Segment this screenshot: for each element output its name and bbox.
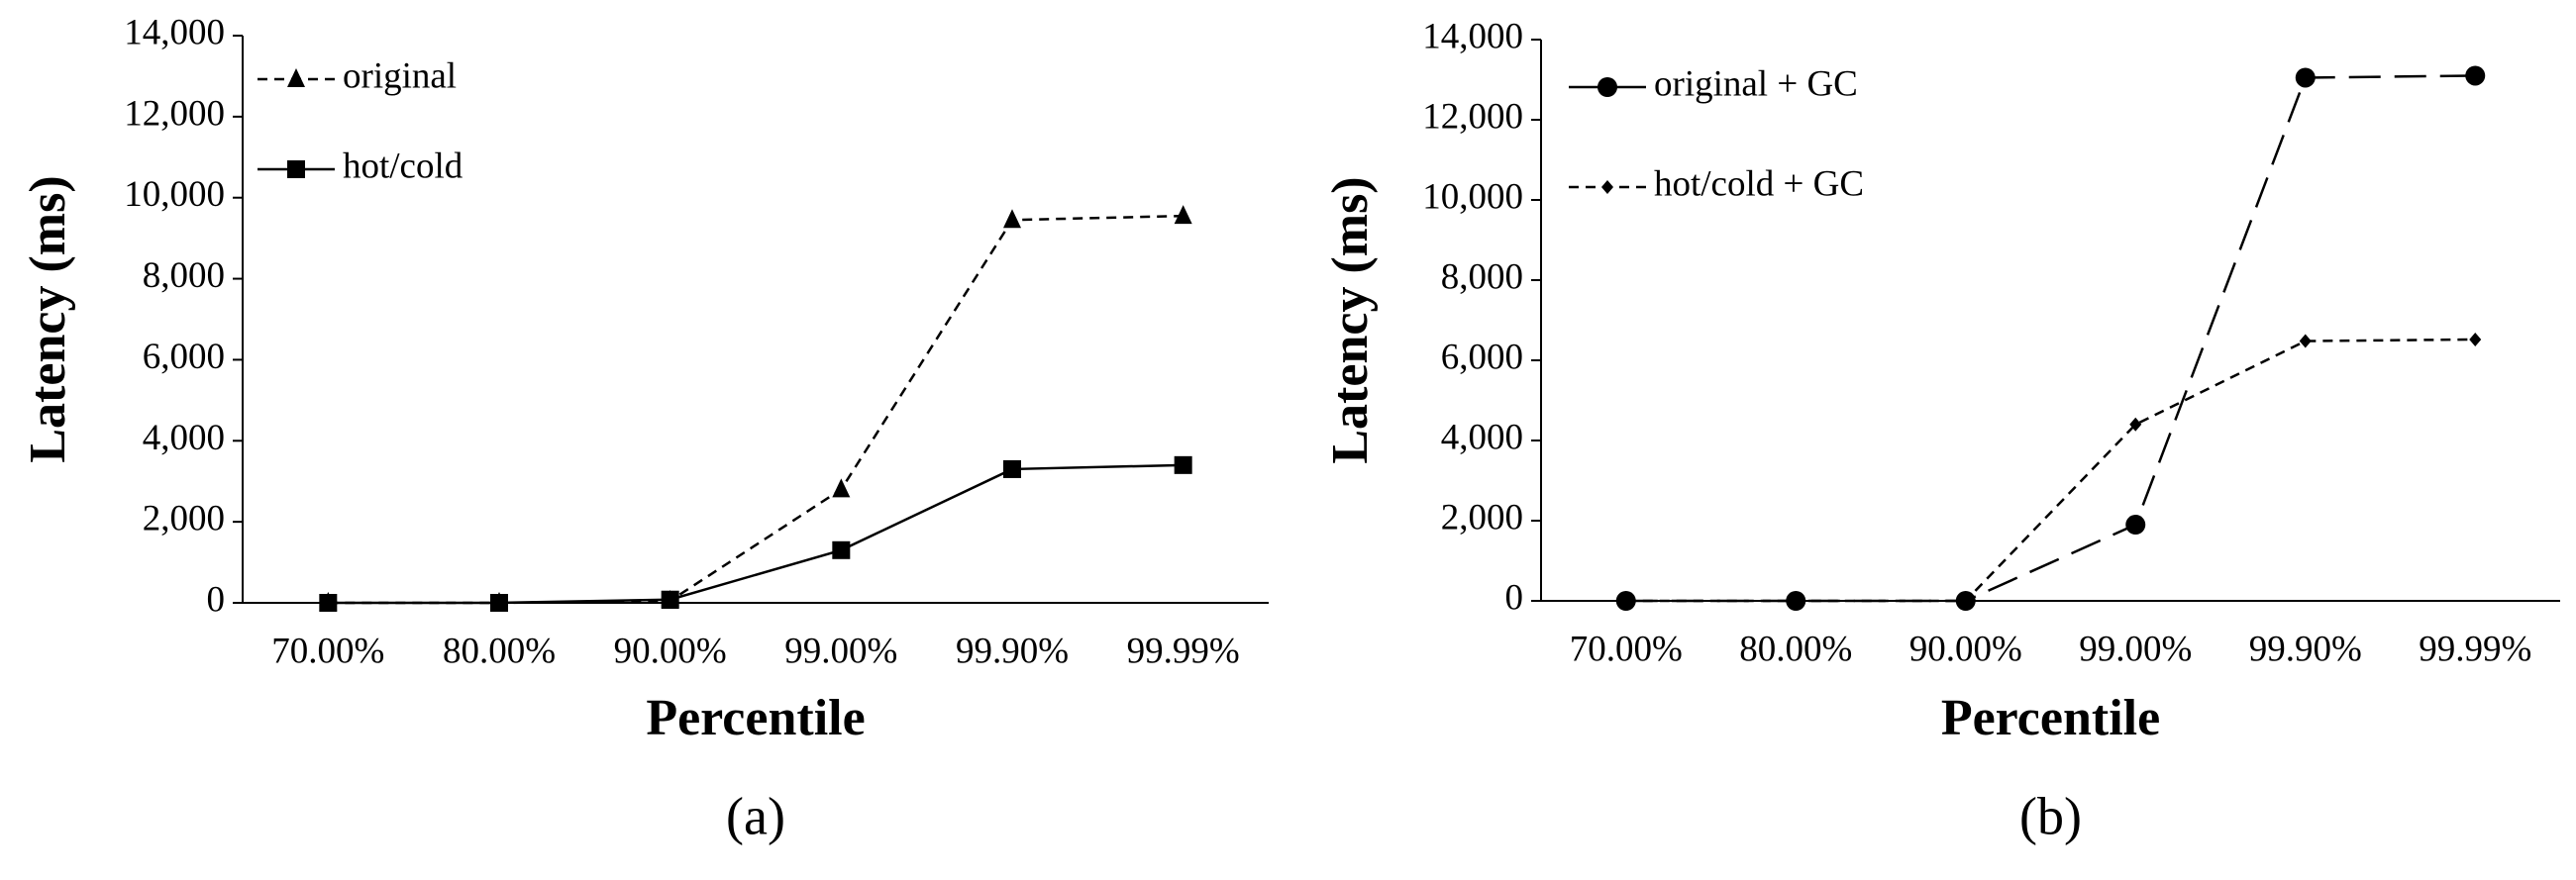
marker	[490, 594, 508, 612]
y-tick-label: 2,000	[1441, 497, 1523, 538]
marker	[1601, 180, 1613, 194]
x-tick-label: 99.99%	[1127, 631, 1240, 671]
marker	[1790, 594, 1803, 608]
marker	[1619, 594, 1632, 608]
y-tick-label: 0	[1505, 577, 1524, 618]
y-axis-title: Latency (ms)	[1322, 176, 1379, 463]
x-tick-label: 99.90%	[956, 631, 1069, 671]
marker	[2125, 515, 2146, 536]
marker	[1003, 459, 1021, 478]
marker	[319, 594, 338, 612]
legend-label: hot/cold	[343, 146, 464, 186]
caption: (b)	[2019, 786, 2082, 845]
x-tick-label: 90.00%	[1909, 629, 2022, 669]
series-line	[328, 214, 1184, 605]
marker	[2295, 67, 2316, 88]
series-line	[1625, 74, 2476, 603]
series-line	[328, 463, 1184, 605]
x-tick-label: 70.00%	[1570, 629, 1683, 669]
x-tick-label: 80.00%	[443, 631, 556, 671]
marker	[1597, 77, 1617, 97]
marker	[1959, 594, 1972, 608]
marker	[1174, 455, 1192, 474]
x-axis-title: Percentile	[646, 690, 865, 746]
marker	[832, 540, 851, 559]
legend-label: hot/cold + GC	[1654, 163, 1864, 204]
y-tick-label: 4,000	[1441, 417, 1523, 457]
y-tick-label: 8,000	[143, 255, 225, 296]
x-tick-label: 99.00%	[2079, 629, 2192, 669]
x-tick-label: 99.00%	[784, 631, 897, 671]
y-tick-label: 4,000	[143, 418, 225, 458]
y-axis-title: Latency (ms)	[20, 175, 76, 462]
marker	[287, 68, 305, 87]
y-tick-label: 10,000	[1422, 176, 1523, 217]
y-tick-label: 12,000	[124, 93, 225, 134]
marker	[1003, 209, 1021, 229]
series-line	[1625, 338, 2476, 603]
marker	[2299, 334, 2312, 348]
y-tick-label: 10,000	[124, 174, 225, 215]
x-tick-label: 70.00%	[271, 631, 384, 671]
x-tick-label: 90.00%	[614, 631, 727, 671]
marker	[287, 160, 305, 178]
y-tick-label: 14,000	[1422, 16, 1523, 56]
marker	[832, 478, 851, 498]
x-axis-title: Percentile	[1941, 690, 2160, 746]
y-tick-label: 6,000	[1441, 337, 1523, 377]
y-tick-label: 8,000	[1441, 256, 1523, 297]
marker	[2129, 417, 2142, 432]
y-tick-label: 6,000	[143, 337, 225, 377]
y-tick-label: 0	[207, 579, 226, 620]
marker	[1174, 205, 1192, 225]
y-tick-label: 2,000	[143, 499, 225, 539]
x-tick-label: 80.00%	[1739, 629, 1852, 669]
legend-label: original + GC	[1654, 63, 1858, 104]
x-tick-label: 99.90%	[2249, 629, 2362, 669]
y-tick-label: 14,000	[124, 12, 225, 52]
marker	[2469, 332, 2482, 346]
marker	[2465, 65, 2486, 86]
caption: (a)	[726, 786, 785, 845]
y-tick-label: 12,000	[1422, 96, 1523, 137]
marker	[661, 590, 679, 609]
legend-label: original	[343, 55, 457, 96]
x-tick-label: 99.99%	[2419, 629, 2531, 669]
